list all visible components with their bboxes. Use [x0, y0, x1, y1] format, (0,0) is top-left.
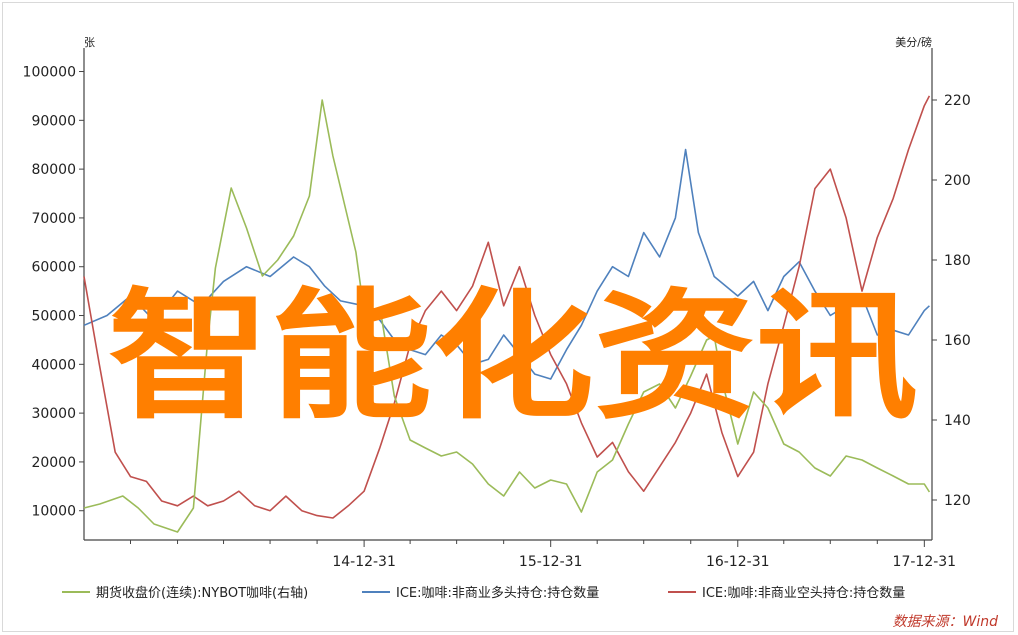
- x-tick-label: 17-12-31: [893, 554, 957, 570]
- series-line-1: [83, 99, 931, 533]
- series-lines: [83, 95, 931, 533]
- left-tick-label: 60000: [31, 260, 76, 276]
- source-note: 数据来源：Wind: [893, 614, 999, 630]
- right-tick-label: 140: [944, 413, 971, 429]
- legend-label: ICE:咖啡:非商业多头持仓:持仓数量: [396, 585, 599, 601]
- right-tick-label: 200: [944, 173, 971, 189]
- x-tick-label: 14-12-31: [332, 554, 396, 570]
- left-tick-label: 20000: [31, 455, 76, 471]
- left-tick-label: 100000: [23, 65, 76, 81]
- left-tick-label: 30000: [31, 406, 76, 422]
- right-tick-label: 220: [944, 93, 971, 109]
- legend: 期货收盘价(连续):NYBOT咖啡(右轴) ICE:咖啡:非商业多头持仓:持仓数量…: [62, 585, 905, 601]
- series-line-2: [83, 148, 930, 380]
- left-tick-label: 80000: [31, 162, 76, 178]
- right-tick-label: 180: [944, 253, 971, 269]
- x-tick-label: 15-12-31: [519, 554, 583, 570]
- right-axis-unit: 美分/磅: [895, 35, 932, 49]
- watermark-text: 智能化资讯: [108, 276, 918, 439]
- x-tick-label: 16-12-31: [706, 554, 770, 570]
- axes: 10000 20000 30000 40000 50000 60000 70000 80000…: [23, 48, 971, 570]
- legend-label: ICE:咖啡:非商业空头持仓:持仓数量: [702, 586, 905, 601]
- left-tick-label: 70000: [31, 211, 76, 227]
- left-tick-label: 50000: [31, 309, 76, 325]
- right-tick-label: 120: [944, 493, 971, 509]
- legend-label: 期货收盘价(连续):NYBOT咖啡(右轴): [96, 585, 308, 601]
- left-axis-unit: 张: [84, 36, 95, 49]
- right-tick-label: 160: [944, 333, 971, 349]
- left-tick-label: 90000: [31, 113, 76, 129]
- left-tick-label: 40000: [31, 357, 76, 373]
- left-tick-label: 10000: [31, 504, 76, 520]
- series-line-3: [83, 95, 931, 519]
